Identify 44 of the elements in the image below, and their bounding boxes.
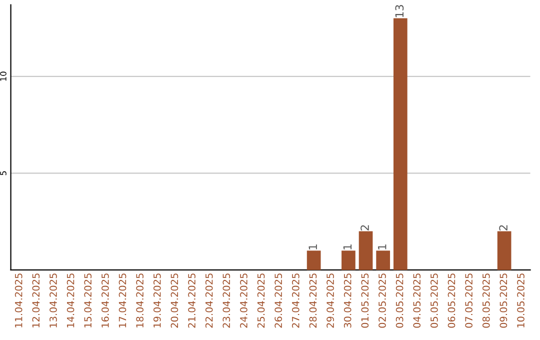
x-tick-label: 24.04.2025 <box>240 274 248 328</box>
x-tick-label: 25.04.2025 <box>257 274 265 328</box>
x-tick-label: 13.04.2025 <box>50 274 57 328</box>
x-tick-label: 26.04.2025 <box>274 274 282 328</box>
x-tick-label: 08.05.2025 <box>482 274 490 328</box>
x-tick-label: 23.04.2025 <box>222 274 230 328</box>
x-tick-label: 06.05.2025 <box>448 274 456 328</box>
x-tick-label: 01.05.2025 <box>361 274 369 328</box>
x-tick-label: 28.04.2025 <box>309 274 317 328</box>
data-label: 13 <box>395 5 404 18</box>
bar <box>306 250 321 270</box>
x-tick-label: 10.05.2025 <box>517 274 524 328</box>
data-label: 1 <box>378 244 386 250</box>
x-tick-label: 04.05.2025 <box>413 274 421 328</box>
bar <box>497 231 512 270</box>
x-tick-label: 16.04.2025 <box>102 274 109 328</box>
x-tick-label: 29.04.2025 <box>326 274 334 328</box>
x-tick-label: 20.04.2025 <box>170 274 178 328</box>
bar <box>376 250 390 270</box>
x-tick-label: 19.04.2025 <box>153 274 161 328</box>
bar <box>393 18 408 270</box>
x-tick-label: 05.05.2025 <box>430 274 438 328</box>
x-tick-label: 17.04.2025 <box>118 274 126 328</box>
x-tick-label: 12.04.2025 <box>32 274 40 328</box>
bar <box>358 231 373 270</box>
x-tick-label: 18.04.2025 <box>136 274 144 328</box>
x-tick-label: 03.05.2025 <box>396 274 404 328</box>
x-tick-label: 27.04.2025 <box>292 274 300 328</box>
x-tick-label: 14.04.2025 <box>66 274 74 328</box>
x-tick-label: 02.05.2025 <box>378 274 386 328</box>
x-tick-label: 15.04.2025 <box>84 274 92 328</box>
bar <box>342 250 356 270</box>
data-label: 2 <box>499 225 508 230</box>
x-tick-label: 11.04.2025 <box>14 274 22 328</box>
data-label: 1 <box>343 244 352 250</box>
x-tick-label: 07.05.2025 <box>465 274 472 328</box>
y-tick-label: 5 <box>0 171 6 176</box>
x-tick-label: 22.04.2025 <box>205 274 213 328</box>
x-tick-label: 30.04.2025 <box>344 274 352 328</box>
y-tick-label: 10 <box>0 72 6 81</box>
data-label: 1 <box>308 244 317 250</box>
data-label: 2 <box>360 225 369 230</box>
x-tick-label: 09.05.2025 <box>500 274 508 328</box>
x-tick-label: 21.04.2025 <box>188 274 196 328</box>
